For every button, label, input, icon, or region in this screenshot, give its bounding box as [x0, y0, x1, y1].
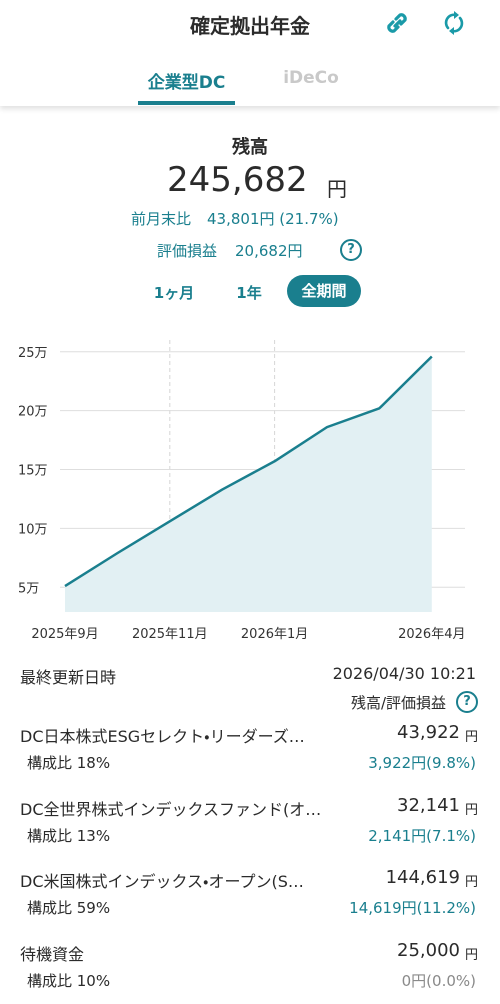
y-tick-label: 10万	[18, 522, 48, 537]
tab-indicator	[138, 101, 235, 105]
fund-name: 待機資金	[20, 944, 85, 964]
fund-amount: 25,000	[397, 939, 460, 961]
fund-name: DC全世界株式インデックスファンド(オ…	[20, 799, 322, 819]
fund-ratio: 構成比 18%	[27, 754, 111, 772]
fund-name: DC米国株式インデックス・オープン(S…	[20, 872, 304, 891]
x-tick-label: 2026年4月	[398, 627, 465, 642]
area-line	[64, 355, 433, 588]
period-button-active[interactable]: 全期間	[287, 275, 361, 307]
updated-label: 最終更新日時	[20, 668, 117, 687]
balance-label: 残高	[232, 137, 268, 158]
fund-amount: 144,619	[385, 867, 460, 888]
tab-active[interactable]: 企業型DC	[147, 73, 226, 93]
x-tick-label: 2025年11月	[132, 627, 208, 642]
period-button[interactable]: 1ヶ月	[153, 284, 195, 302]
link-icon[interactable]	[383, 9, 411, 37]
fund-gain: 14,619円(11.2%)	[349, 899, 476, 917]
fund-gain: 3,922円(9.8%)	[368, 754, 476, 772]
change-label: 前月末比	[131, 210, 192, 228]
gain-label: 評価損益	[157, 242, 218, 260]
balance-chart: 2025年9月 2025年11月 2026年1月 2026年4月 5万 10万 15万 20万…	[18, 340, 465, 642]
fund-gain: 2,141円(7.1%)	[368, 826, 476, 845]
fund-unit: 円	[464, 875, 478, 890]
column-label: 残高/評価損益	[350, 694, 446, 712]
help-icon[interactable]: ?	[340, 239, 362, 261]
fund-ratio: 構成比 13%	[27, 826, 111, 845]
balance-amount: 245,682	[167, 160, 308, 200]
change-value: 43,801円 (21.7%)	[207, 210, 339, 228]
x-tick-label: 2025年9月	[31, 627, 98, 642]
y-tick-label: 25万	[18, 346, 48, 361]
period-button[interactable]: 1年	[236, 284, 262, 302]
fund-amount: 32,141	[397, 794, 460, 816]
x-tick-label: 2026年1月	[241, 627, 308, 642]
updated-value: 2026/04/30 10:21	[332, 664, 476, 683]
y-tick-label: 5万	[18, 581, 39, 596]
fund-unit: 円	[464, 947, 478, 963]
help-icon[interactable]: ?	[456, 691, 478, 713]
refresh-icon[interactable]	[440, 9, 468, 37]
fund-gain: 0円(0.0%)	[401, 971, 476, 990]
fund-amount: 43,922	[397, 722, 460, 743]
fund-ratio: 構成比 59%	[27, 899, 111, 917]
area-fill	[65, 356, 432, 612]
header: 確定拠出年金 企業型DC iDeCo	[0, 0, 500, 106]
fund-name: DC日本株式ESGセレクト・リーダーズ…	[20, 727, 305, 746]
fund-ratio: 構成比 10%	[27, 971, 111, 990]
tab[interactable]: iDeCo	[283, 68, 339, 88]
header-title: 確定拠出年金	[190, 14, 310, 38]
y-tick-label: 15万	[18, 464, 48, 479]
fund-unit: 円	[464, 802, 478, 818]
balance-unit: 円	[327, 177, 347, 201]
fund-unit: 円	[464, 730, 478, 745]
y-tick-label: 20万	[18, 405, 48, 420]
gain-value: 20,682円	[235, 242, 303, 260]
